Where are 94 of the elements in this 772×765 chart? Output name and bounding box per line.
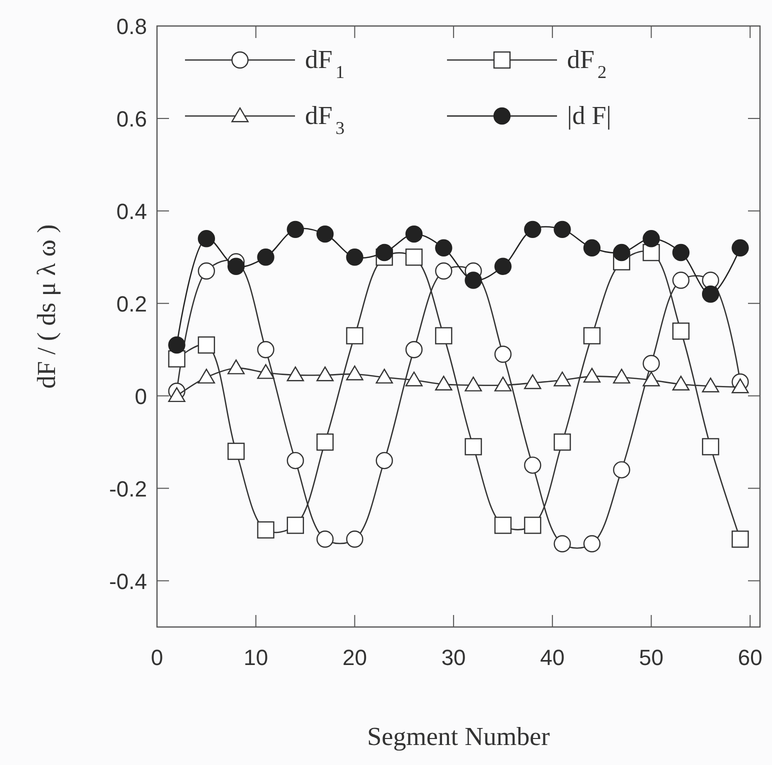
point [554, 433, 571, 451]
point [376, 244, 393, 262]
point [376, 368, 393, 384]
point [257, 248, 274, 266]
point [583, 239, 601, 257]
y-tick-label: 0.2 [116, 291, 147, 316]
point [286, 220, 304, 238]
point [702, 438, 720, 456]
point [613, 244, 630, 262]
point [168, 336, 186, 354]
point [435, 376, 452, 390]
point [286, 366, 304, 382]
point [376, 452, 393, 470]
y-axis-title: dF / ( ds μ λ ω ) [32, 224, 61, 389]
x-tick-label: 60 [738, 645, 762, 670]
point [524, 456, 542, 474]
point [524, 516, 542, 534]
point [435, 239, 452, 257]
point [642, 372, 660, 386]
point [554, 535, 571, 552]
y-tick-label: 0.6 [116, 106, 147, 132]
y-tick-label: 0 [134, 384, 147, 409]
point [464, 438, 482, 456]
point [583, 327, 601, 344]
point [613, 368, 630, 384]
point [405, 372, 423, 386]
point [435, 327, 452, 344]
point [257, 521, 274, 539]
x-tick-label: 20 [342, 645, 367, 670]
point [732, 239, 749, 257]
point [732, 530, 749, 548]
point [346, 530, 364, 548]
point [672, 272, 690, 289]
legend-label: dF$_{1}$ [305, 45, 345, 82]
y-tick-label: 0.4 [116, 198, 147, 224]
point [642, 354, 660, 372]
point [494, 346, 512, 363]
x-tick-label: 30 [441, 645, 466, 670]
point [198, 336, 216, 354]
point [494, 376, 512, 392]
point [405, 225, 423, 243]
y-tick-label: 0.8 [116, 14, 147, 39]
point [346, 366, 364, 380]
point [405, 248, 423, 266]
point [346, 248, 364, 266]
point [642, 244, 660, 262]
point [494, 258, 512, 275]
point [672, 322, 690, 340]
point [702, 272, 720, 289]
legend-label: dF$_{3}$ [305, 101, 345, 138]
point [198, 262, 216, 280]
point [286, 452, 304, 470]
point [168, 350, 186, 368]
y-tick-label: -0.2 [109, 476, 147, 502]
point [554, 220, 571, 238]
point [702, 378, 720, 392]
point [227, 360, 245, 374]
point [583, 535, 601, 552]
point [524, 374, 542, 390]
point [672, 376, 690, 390]
x-tick-label: 40 [540, 645, 565, 670]
x-axis-title: Segment Number [367, 722, 550, 751]
point [642, 230, 660, 248]
point [494, 516, 512, 534]
point [672, 244, 690, 262]
x-tick-label: 0 [150, 645, 164, 670]
point [583, 368, 601, 383]
point [405, 341, 423, 358]
point [316, 366, 334, 382]
point [198, 230, 216, 248]
point [702, 286, 720, 303]
point [316, 433, 334, 451]
point [435, 262, 452, 280]
point [464, 272, 482, 289]
point [346, 327, 364, 344]
legend-label: |d F| [567, 101, 612, 130]
point [257, 341, 274, 358]
point [168, 387, 186, 402]
point [732, 378, 749, 394]
point [316, 225, 334, 243]
point [554, 372, 571, 386]
point [613, 461, 630, 478]
point [257, 364, 274, 379]
y-tick-label: -0.4 [109, 568, 147, 594]
point [227, 442, 245, 460]
point [198, 368, 216, 384]
point [316, 530, 334, 548]
x-tick-label: 50 [639, 645, 664, 670]
legend-label: dF$_{2}$ [567, 45, 607, 82]
point [286, 516, 304, 534]
point [227, 258, 245, 275]
x-tick-label: 10 [244, 645, 268, 670]
point [524, 220, 542, 238]
point [464, 376, 482, 392]
